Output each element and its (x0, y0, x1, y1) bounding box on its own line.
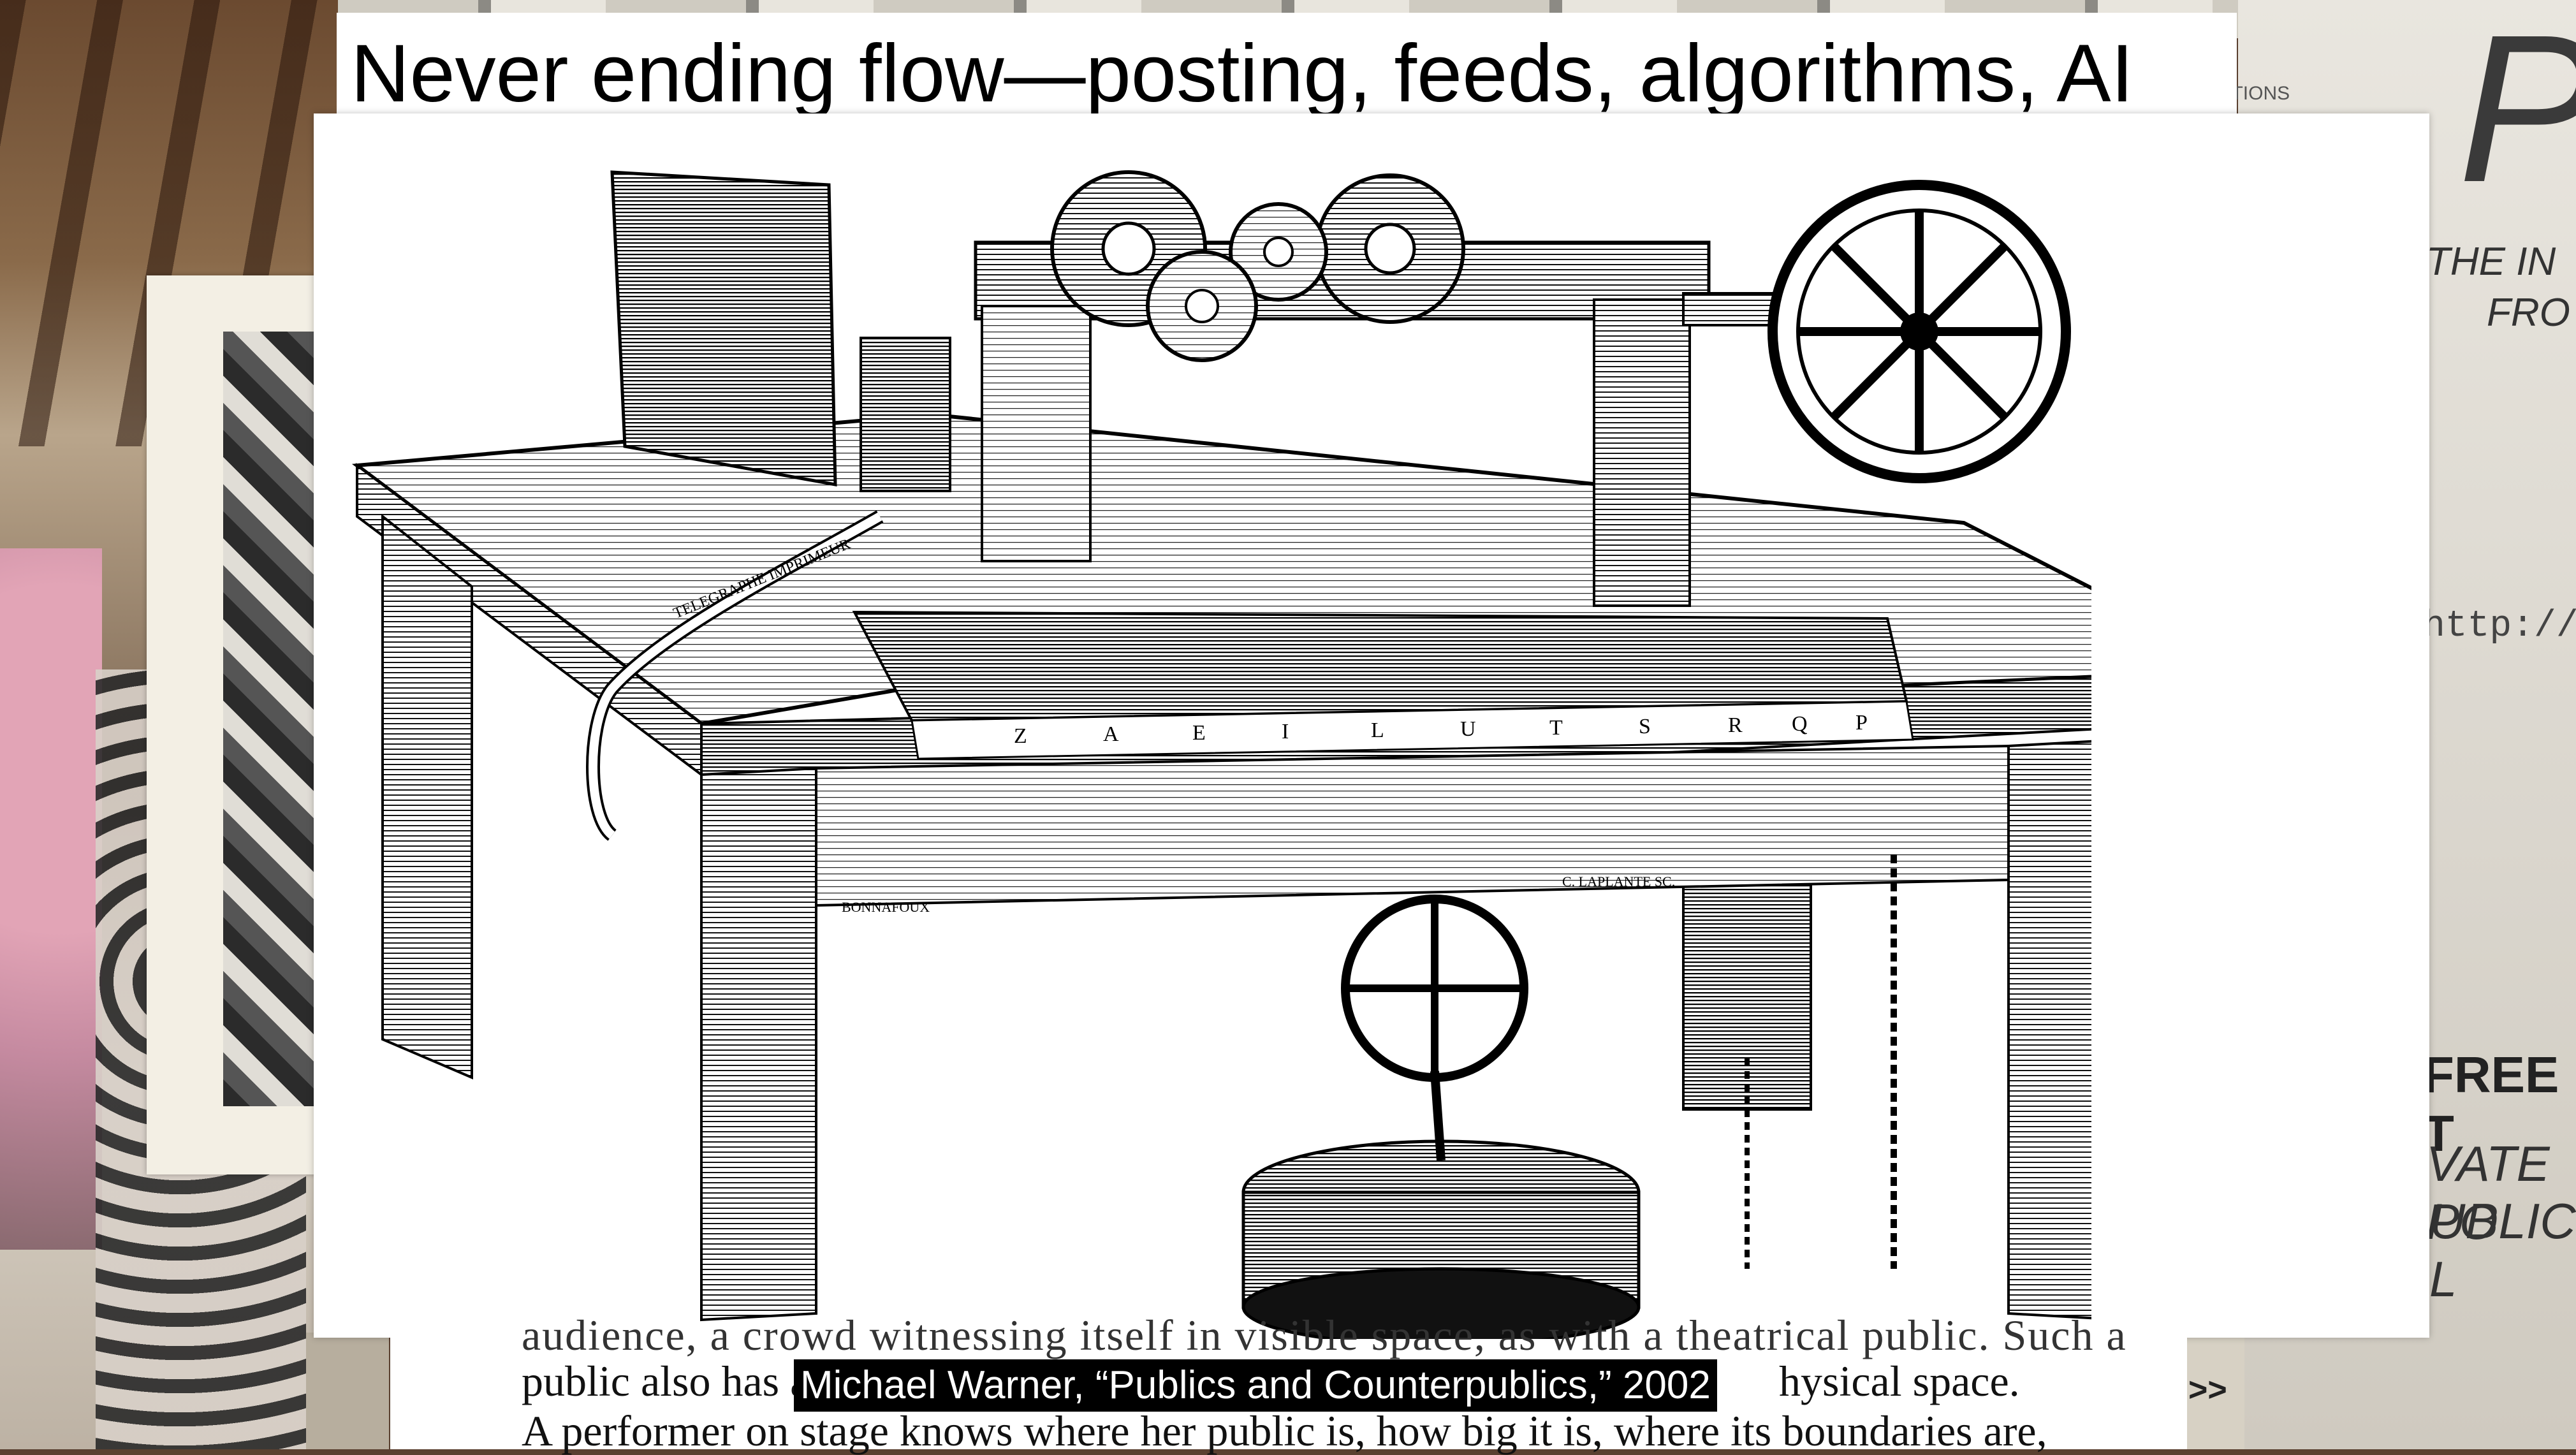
key-letter: R (1728, 713, 1743, 737)
background-person (0, 548, 102, 1250)
key-letter: I (1282, 720, 1289, 743)
poster-line-2: FRO (2487, 291, 2570, 335)
poster-public-text: UBLIC L (2429, 1193, 2576, 1307)
printing-telegraph-engraving-icon: Z A E I L U T S R Q P (351, 170, 2091, 1339)
poster-url: http://ww (2423, 606, 2576, 647)
next-slide-button[interactable]: >> (2188, 1371, 2227, 1408)
key-letter: P (1855, 711, 1868, 735)
slide-title: Never ending flow—posting, feeds, algori… (351, 28, 2134, 119)
engraver-right: C. LAPLANTE SC. (1562, 874, 1675, 889)
keyboard: Z A E I L U T S R Q P (852, 610, 1914, 760)
book-text-line-start: public also has a (522, 1357, 810, 1405)
key-letter: L (1371, 719, 1384, 742)
poster-letter: P (2458, 0, 2576, 230)
book-text-line: audience, a crowd witnessing itself in v… (522, 1311, 2127, 1359)
key-letter: A (1103, 722, 1119, 746)
citation-caption: Michael Warner, “Publics and Counterpubl… (794, 1359, 1717, 1412)
key-letter: T (1549, 716, 1563, 740)
background-bottom-right (2187, 1333, 2244, 1449)
table (351, 412, 2091, 1322)
weight-pulley-icon (1241, 895, 1641, 1339)
gear-icon (1229, 202, 1328, 302)
poster-line-1: THE IN (2426, 240, 2556, 284)
key-letter: U (1460, 717, 1476, 741)
gear-icon (1146, 250, 1258, 362)
flywheel-icon (1767, 180, 2071, 483)
poster-private-text: VATE PO (2426, 1136, 2550, 1250)
key-letter: Z (1014, 724, 1027, 748)
background-bottom-left (306, 1333, 389, 1449)
engraver-left: BONNAFOUX (842, 899, 930, 915)
book-text-line-end: hysical space. (1779, 1357, 2020, 1405)
book-text-line: A performer on stage knows where her pub… (522, 1407, 2047, 1455)
key-letter: Q (1792, 712, 1808, 736)
gear-icon (1315, 173, 1465, 324)
key-letter: S (1639, 715, 1651, 738)
key-letter: E (1192, 721, 1206, 745)
